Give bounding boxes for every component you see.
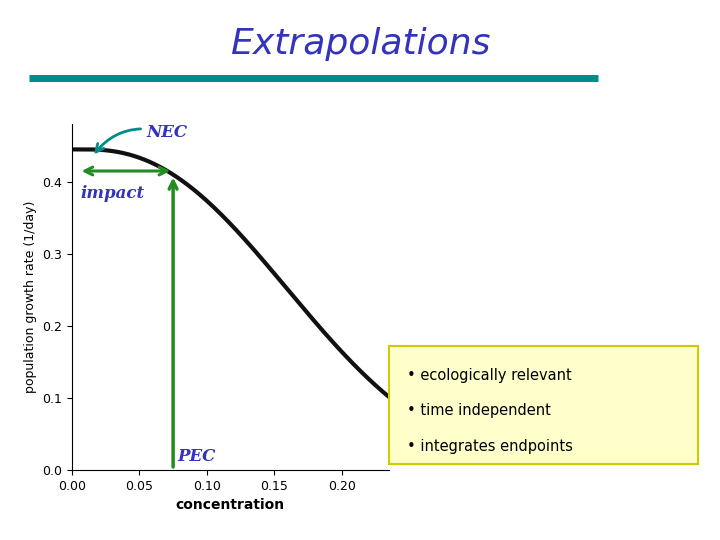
Text: PEC: PEC	[177, 448, 215, 465]
Text: Extrapolations: Extrapolations	[230, 27, 490, 61]
X-axis label: concentration: concentration	[176, 498, 285, 512]
Text: • integrates endpoints: • integrates endpoints	[408, 439, 573, 454]
Y-axis label: population growth rate (1/day): population growth rate (1/day)	[24, 201, 37, 393]
Text: NEC: NEC	[96, 124, 187, 152]
Text: impact: impact	[80, 185, 144, 202]
Text: • time independent: • time independent	[408, 403, 552, 418]
FancyBboxPatch shape	[389, 346, 698, 464]
Text: • ecologically relevant: • ecologically relevant	[408, 368, 572, 383]
